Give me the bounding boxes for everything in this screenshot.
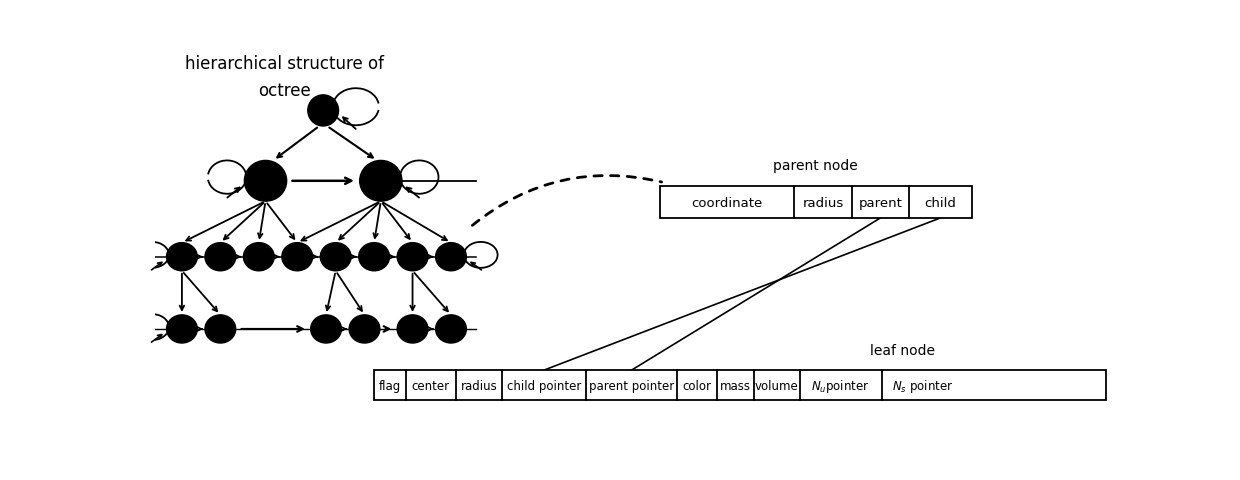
Ellipse shape	[243, 243, 274, 271]
Ellipse shape	[244, 161, 286, 202]
Ellipse shape	[435, 315, 466, 343]
Ellipse shape	[435, 243, 466, 271]
Ellipse shape	[205, 243, 236, 271]
Ellipse shape	[358, 243, 389, 271]
Text: coordinate: coordinate	[691, 196, 763, 209]
Text: parent: parent	[858, 196, 903, 209]
Ellipse shape	[166, 315, 197, 343]
Ellipse shape	[320, 243, 351, 271]
Text: color: color	[682, 379, 712, 392]
Text: volume: volume	[755, 379, 799, 392]
Ellipse shape	[397, 243, 428, 271]
Text: $N_s$ pointer: $N_s$ pointer	[892, 377, 954, 394]
FancyArrowPatch shape	[472, 176, 662, 226]
Bar	[374, 370, 1106, 401]
Text: parent pointer: parent pointer	[589, 379, 675, 392]
Text: radius: radius	[802, 196, 843, 209]
Text: radius: radius	[460, 379, 497, 392]
Ellipse shape	[281, 243, 312, 271]
Ellipse shape	[397, 315, 428, 343]
Ellipse shape	[166, 243, 197, 271]
Text: leaf node: leaf node	[870, 343, 935, 357]
Ellipse shape	[205, 315, 236, 343]
Text: child pointer: child pointer	[507, 379, 582, 392]
Text: center: center	[412, 379, 450, 392]
Ellipse shape	[308, 96, 339, 127]
Ellipse shape	[360, 161, 402, 202]
Text: child: child	[925, 196, 956, 209]
Text: mass: mass	[720, 379, 751, 392]
Text: parent node: parent node	[774, 158, 858, 172]
Text: $N_u$pointer: $N_u$pointer	[811, 377, 870, 394]
Ellipse shape	[311, 315, 341, 343]
Ellipse shape	[350, 315, 379, 343]
Text: flag: flag	[379, 379, 401, 392]
Text: octree: octree	[258, 82, 311, 100]
Text: hierarchical structure of: hierarchical structure of	[185, 54, 384, 72]
Bar	[660, 187, 972, 218]
